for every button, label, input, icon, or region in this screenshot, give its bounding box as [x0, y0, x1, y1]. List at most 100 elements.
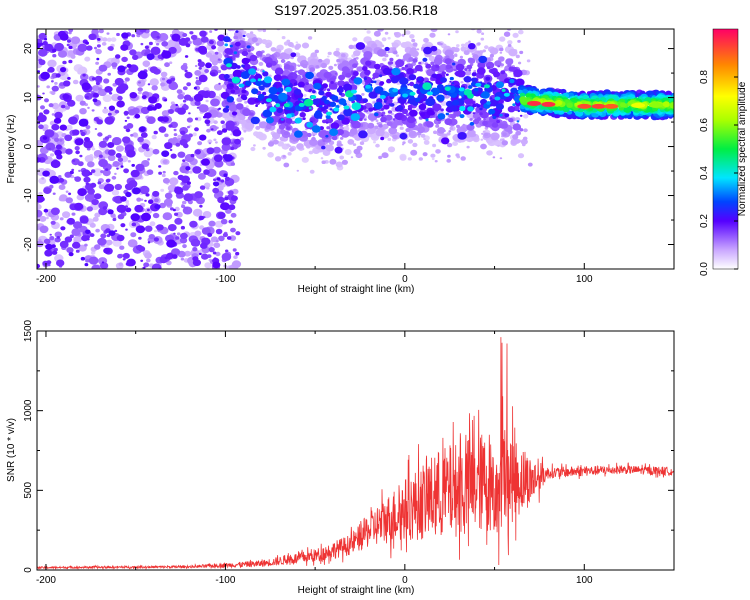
spectrogram-cell: [91, 169, 96, 174]
spectrogram-cell: [88, 256, 99, 265]
spectrogram-cell: [185, 43, 191, 48]
spectrogram-cell: [351, 102, 362, 111]
spectrogram-cell: [391, 42, 399, 49]
spectrogram-cell: [138, 246, 146, 252]
spectrogram-cell: [409, 81, 415, 87]
spectrogram-cell: [352, 71, 359, 76]
spectrogram-cell: [40, 71, 50, 80]
spectrogram-cell: [213, 138, 217, 142]
spectrogram-cell: [440, 77, 447, 83]
spectrogram-cell: [513, 69, 523, 78]
spectrogram-cell: [449, 126, 454, 131]
spectrogram-cell: [203, 169, 210, 175]
spectrogram-cell: [446, 132, 451, 136]
spectrogram-cell: [287, 100, 291, 103]
y-tick-label: 0: [23, 567, 34, 573]
spectrogram-cell: [98, 154, 103, 158]
spectrogram-cell: [441, 71, 446, 75]
spectrogram-cell: [125, 128, 131, 133]
spectrogram-cell: [449, 80, 452, 83]
spectrogram-cell: [67, 76, 71, 80]
spectrogram-cell: [469, 121, 475, 126]
spectrogram-cell: [444, 49, 454, 57]
spectrogram-cell: [262, 146, 266, 150]
spectrogram-cell: [331, 135, 338, 141]
spectrogram-cell: [240, 137, 244, 141]
spectrogram-cell: [373, 63, 381, 70]
spectrogram-cell: [225, 249, 229, 253]
spectrogram-cell: [258, 133, 264, 138]
spectrogram-cell: [184, 71, 193, 79]
spectrogram-cell: [44, 98, 49, 103]
spectrogram-cell: [66, 217, 75, 225]
spectrogram-cell: [151, 85, 158, 91]
spectrogram-cell: [156, 224, 164, 231]
spectrogram-cell: [362, 98, 368, 103]
spectrogram-cell: [409, 94, 415, 100]
spectrogram-cell: [471, 81, 477, 87]
spectrogram-cell: [153, 237, 159, 242]
spectrogram-cell: [172, 254, 178, 259]
spectrogram-cell: [328, 82, 338, 90]
spectrogram-cell: [134, 204, 144, 213]
spectrogram-cell: [297, 69, 306, 76]
spectrogram-cell: [280, 55, 284, 59]
spectrogram-cell: [517, 109, 521, 113]
spectrogram-cell: [229, 83, 234, 88]
spectrogram-cell: [455, 153, 460, 157]
spectrogram-cell: [323, 150, 329, 156]
spectrogram-cell: [274, 67, 284, 76]
spectrogram-cell: [353, 50, 361, 57]
spectrogram-cell: [333, 50, 341, 57]
spectrogram-cell: [161, 77, 166, 81]
spectrogram-cell: [229, 235, 237, 241]
spectrogram-cell: [374, 125, 379, 130]
spectrogram-cell: [141, 95, 147, 100]
spectrogram-cell: [241, 45, 246, 49]
spectrogram-cell: [322, 119, 327, 124]
spectrogram-cell: [307, 36, 313, 40]
spectrogram-cell: [276, 133, 280, 136]
spectrogram-cell: [163, 198, 173, 207]
spectrogram-cell: [480, 37, 485, 41]
spectrogram-cell: [100, 233, 107, 239]
spectrogram-cell: [460, 46, 467, 52]
spectrogram-cell: [71, 168, 75, 172]
spectrogram-cell: [333, 107, 340, 112]
spectrogram-cell: [40, 105, 45, 110]
spectrogram-cell: [452, 62, 456, 66]
spectrogram-cell: [322, 95, 327, 100]
spectrogram-cell: [255, 42, 260, 46]
spectrogram-cell: [359, 141, 365, 146]
spectrogram-cell: [250, 78, 257, 83]
spectrogram-cell: [50, 159, 61, 169]
spectrogram-cell: [288, 145, 292, 148]
colorbar-ticks: 0.0 0.2 0.4 0.6 0.8: [699, 70, 738, 276]
spectrogram-cell: [381, 152, 389, 159]
spectrogram-cell: [46, 260, 52, 265]
spectrogram-cell: [389, 57, 394, 62]
spectrogram-cell: [468, 40, 471, 43]
spectrogram-cell: [393, 50, 398, 55]
spectrogram-cell: [477, 42, 481, 46]
x-tick-label: 0: [402, 575, 408, 586]
spectrogram-cell: [183, 206, 189, 211]
spectrogram-cell: [182, 99, 187, 103]
spectrogram-cell: [435, 64, 440, 69]
spectrogram-cell: [198, 74, 208, 83]
spectrogram-cell: [107, 154, 116, 161]
spectrogram-cell: [87, 106, 90, 109]
spectrogram-cell: [73, 221, 83, 229]
spectrogram-cell: [508, 118, 514, 123]
spectrogram-cell: [234, 41, 241, 47]
spectrogram-cell: [517, 139, 521, 143]
spectrogram-cell: [384, 31, 389, 35]
spectrogram-cell: [94, 46, 97, 50]
spectrogram-cell: [43, 187, 52, 195]
spectrogram-cell: [81, 82, 91, 91]
spectrogram-cell: [173, 232, 176, 235]
spectrogram-cell: [498, 71, 508, 80]
spectrogram-cell: [60, 67, 67, 73]
spectrogram-cell: [363, 51, 373, 59]
